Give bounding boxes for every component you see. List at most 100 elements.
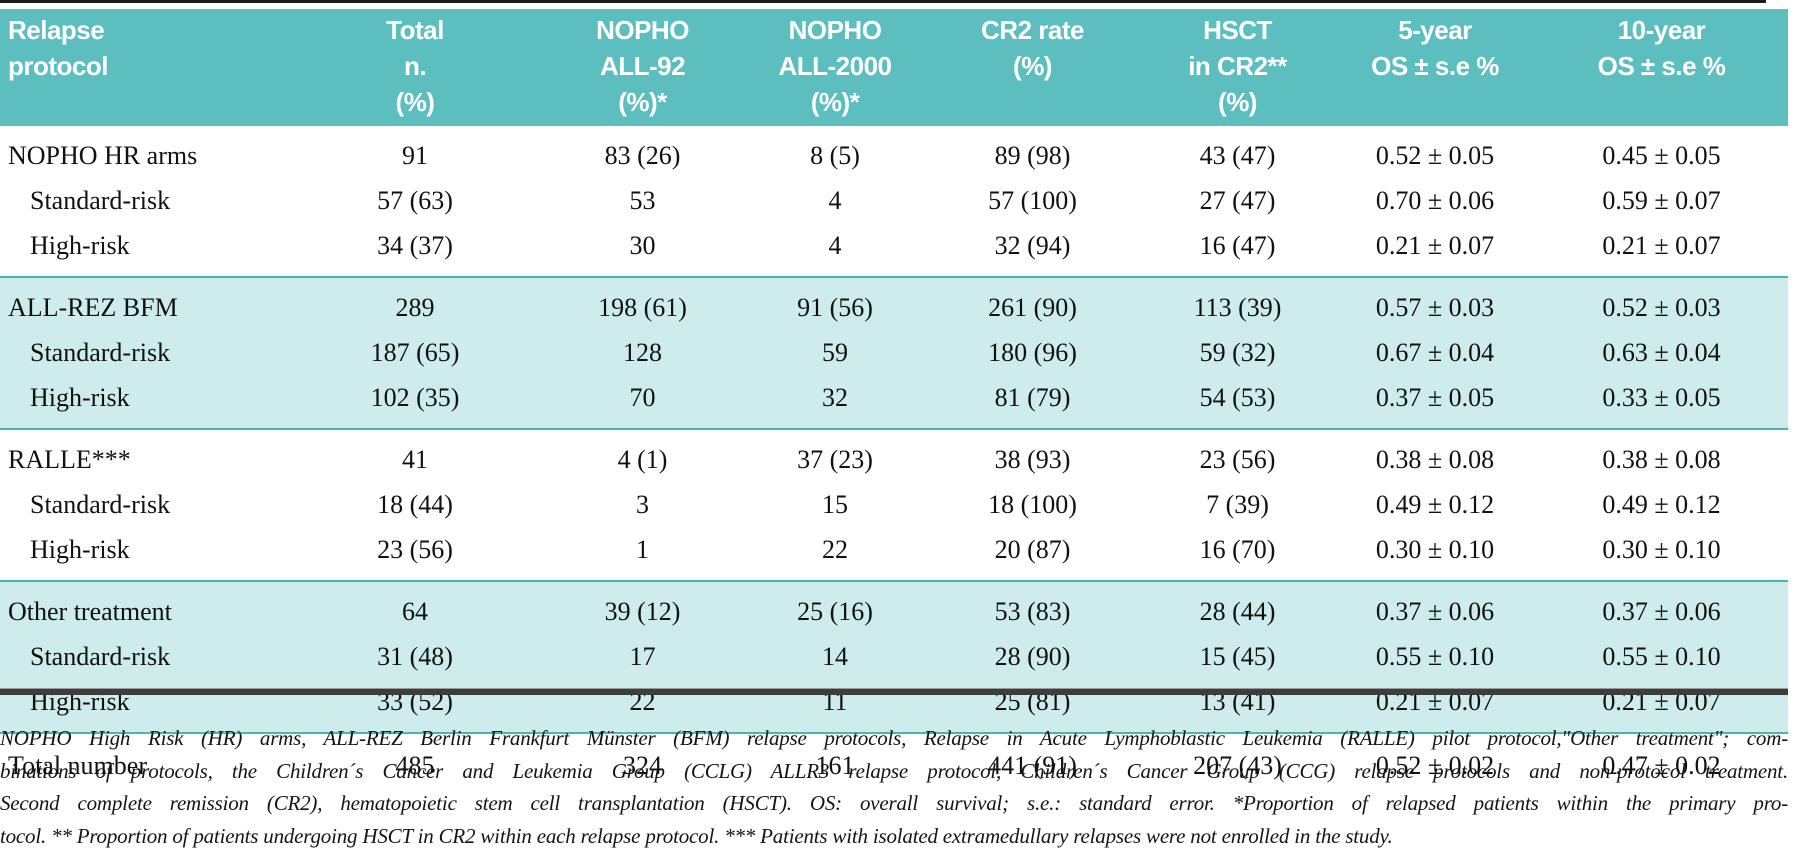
- table-row: RALLE*** 41 4 (1) 37 (23) 38 (93) 23 (56) 0.38…: [0, 428, 1788, 484]
- value-cell: 180 (96): [925, 332, 1140, 374]
- row-label-cell: High-risk: [30, 231, 130, 260]
- value-cell: 16 (70): [1199, 535, 1276, 564]
- value-cell: 0.47 ± 0.02: [1535, 732, 1788, 800]
- value-cell: 0.55 ± 0.10: [1535, 636, 1788, 678]
- value-cell: 0.63 ± 0.04: [1535, 332, 1788, 374]
- value-cell: 34 (37): [377, 231, 453, 260]
- table-row: High-risk 102 (35) 70 32 81 (79) 54 (53) 0.37 …: [0, 374, 1788, 429]
- value-cell: 18 (44): [377, 490, 453, 519]
- value-cell: 13 (41): [1140, 678, 1335, 733]
- row-label-cell: Standard-risk: [0, 332, 290, 374]
- value-cell: 30: [629, 231, 656, 260]
- value-cell: 28 (90): [925, 636, 1140, 678]
- table-row: Standard-risk 31 (48) 17 14 28 (90) 15 (45) 0.…: [0, 636, 1788, 678]
- row-label-cell: Other treatment: [0, 580, 290, 636]
- value-cell: 70: [540, 374, 745, 429]
- value-cell: 207 (43): [1140, 732, 1335, 800]
- value-cell: 128: [540, 332, 745, 374]
- value-cell: 20 (87): [994, 535, 1071, 564]
- table-header-row: Relapse protocol Total n. (%) NOPHO ALL-…: [0, 9, 1788, 126]
- bottom-rule: [0, 688, 1788, 695]
- column-header-hsct-in-cr2: HSCT in CR2** (%): [1140, 9, 1335, 126]
- value-cell: 0.45 ± 0.05: [1602, 141, 1721, 170]
- value-cell: 91 (56): [745, 276, 925, 332]
- value-cell: 22: [540, 678, 745, 733]
- value-cell: 31 (48): [290, 636, 540, 678]
- value-cell: 0.59 ± 0.07: [1602, 186, 1721, 215]
- value-cell: 22: [822, 535, 848, 564]
- value-cell: 198 (61): [540, 276, 745, 332]
- row-label-cell: High-risk: [0, 374, 290, 429]
- value-cell: 0.38 ± 0.08: [1535, 428, 1788, 484]
- value-cell: 0.21 ± 0.07: [1535, 678, 1788, 733]
- value-cell: 25 (16): [745, 580, 925, 636]
- value-cell: 23 (56): [1140, 428, 1335, 484]
- table-body: NOPHO HR arms 91 83 (26) 8 (5) 89 (98) 43 (47…: [0, 126, 1788, 800]
- value-cell: 57 (100): [988, 186, 1077, 215]
- column-header-5year-os: 5-year OS ± s.e %: [1335, 9, 1535, 126]
- value-cell: 441 (91): [925, 732, 1140, 800]
- value-cell: 4: [828, 231, 842, 260]
- table-row: NOPHO HR arms 91 83 (26) 8 (5) 89 (98) 43 (47…: [0, 126, 1788, 180]
- row-label-cell: Standard-risk: [0, 636, 290, 678]
- top-rule: [0, 0, 1766, 3]
- value-cell: 81 (79): [925, 374, 1140, 429]
- value-cell: 53: [629, 186, 656, 215]
- value-cell: 7 (39): [1206, 490, 1269, 519]
- value-cell: 0.52 ± 0.03: [1535, 276, 1788, 332]
- value-cell: 27 (47): [1199, 186, 1276, 215]
- value-cell: 4 (1): [540, 428, 745, 484]
- row-label-cell: Total number: [0, 732, 290, 800]
- table-row: Standard-risk 18 (44) 3 15 18 (100) 7 (39) 0.4…: [0, 484, 1788, 526]
- table-row: High-risk 33 (52) 22 11 25 (81) 13 (41) 0.21 ±…: [0, 678, 1788, 733]
- value-cell: 38 (93): [925, 428, 1140, 484]
- column-header-10year-os: 10-year OS ± s.e %: [1535, 9, 1788, 126]
- value-cell: 0.52 ± 0.05: [1375, 141, 1495, 170]
- value-cell: 37 (23): [745, 428, 925, 484]
- row-label-cell: High-risk: [30, 535, 130, 564]
- value-cell: 59: [745, 332, 925, 374]
- column-header-nopho-all92: NOPHO ALL-92 (%)*: [540, 9, 745, 126]
- value-cell: 0.37 ± 0.06: [1335, 580, 1535, 636]
- column-header-cr2-rate: CR2 rate (%): [925, 9, 1140, 126]
- value-cell: 0.57 ± 0.03: [1335, 276, 1535, 332]
- value-cell: 15: [822, 490, 848, 519]
- value-cell: 43 (47): [1199, 141, 1276, 170]
- value-cell: 89 (98): [994, 141, 1071, 170]
- footnote-line: NOPHO High Risk (HR) arms, ALL-REZ Berli…: [0, 726, 1788, 750]
- table-row: Other treatment 64 39 (12) 25 (16) 53 (83) 28…: [0, 580, 1788, 636]
- value-cell: 0.33 ± 0.05: [1535, 374, 1788, 429]
- value-cell: 64: [290, 580, 540, 636]
- row-label-cell: RALLE***: [0, 428, 290, 484]
- value-cell: 28 (44): [1140, 580, 1335, 636]
- value-cell: 0.21 ± 0.07: [1602, 231, 1721, 260]
- column-header-relapse-protocol: Relapse protocol: [0, 9, 290, 126]
- row-label-cell: Standard-risk: [30, 490, 171, 519]
- value-cell: 8 (5): [810, 141, 860, 170]
- row-label-cell: Standard-risk: [30, 186, 171, 215]
- table-row: Standard-risk 187 (65) 128 59 180 (96) 59 (32…: [0, 332, 1788, 374]
- value-cell: 0.70 ± 0.06: [1375, 186, 1495, 215]
- table-row: ALL-REZ BFM 289 198 (61) 91 (56) 261 (90) 113…: [0, 276, 1788, 332]
- row-label-cell: NOPHO HR arms: [8, 141, 198, 170]
- column-header-nopho-all2000: NOPHO ALL-2000 (%)*: [745, 9, 925, 126]
- value-cell: 91: [402, 141, 428, 170]
- value-cell: 0.30 ± 0.10: [1375, 535, 1495, 564]
- value-cell: 3: [636, 490, 649, 519]
- value-cell: 11: [745, 678, 925, 733]
- value-cell: 324: [540, 732, 745, 800]
- footnote-line: Second complete remission (CR2), hematop…: [0, 791, 1788, 815]
- table-row: High-risk 23 (56) 1 22 20 (87) 16 (70) 0.30 ± …: [0, 526, 1788, 581]
- value-cell: 187 (65): [290, 332, 540, 374]
- value-cell: 83 (26): [604, 141, 681, 170]
- value-cell: 14: [745, 636, 925, 678]
- footnote-line: binations of protocols, the Children´s C…: [0, 758, 1788, 783]
- value-cell: 32: [745, 374, 925, 429]
- value-cell: 0.21 ± 0.07: [1375, 231, 1495, 260]
- value-cell: 32 (94): [994, 231, 1071, 260]
- value-cell: 0.52 ± 0.02: [1335, 732, 1535, 800]
- value-cell: 161: [745, 732, 925, 800]
- footnote-line: tocol. ** Proportion of patients undergo…: [0, 823, 1393, 848]
- value-cell: 0.30 ± 0.10: [1602, 535, 1721, 564]
- value-cell: 1: [636, 535, 649, 564]
